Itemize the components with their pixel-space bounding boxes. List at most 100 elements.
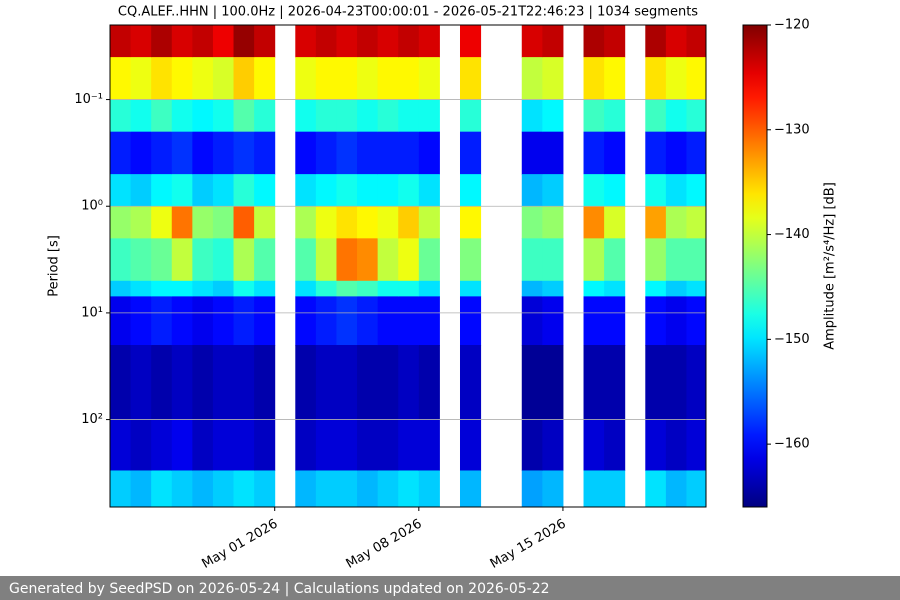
cell bbox=[110, 99, 132, 133]
cell bbox=[315, 174, 337, 207]
cell bbox=[418, 470, 440, 507]
cell bbox=[418, 280, 440, 297]
cell bbox=[459, 174, 482, 207]
cell bbox=[459, 99, 482, 133]
plot-frame bbox=[109, 24, 707, 508]
cell bbox=[542, 174, 564, 207]
cell bbox=[583, 99, 605, 133]
cell bbox=[212, 238, 235, 282]
cell bbox=[171, 174, 193, 207]
cell bbox=[398, 238, 420, 282]
cell bbox=[295, 280, 317, 297]
cell bbox=[521, 280, 543, 297]
colorbar-tick-label: −120 bbox=[774, 18, 810, 33]
cell bbox=[295, 174, 317, 207]
cell bbox=[604, 206, 626, 239]
cell bbox=[542, 99, 564, 133]
cell bbox=[665, 280, 687, 297]
cell bbox=[665, 238, 687, 282]
cell bbox=[315, 470, 337, 507]
cell bbox=[254, 238, 276, 282]
cell bbox=[645, 174, 667, 207]
cell bbox=[521, 238, 543, 282]
cell bbox=[377, 57, 399, 101]
cell bbox=[686, 99, 706, 133]
cell bbox=[336, 206, 358, 239]
cell bbox=[418, 57, 440, 101]
cell bbox=[686, 470, 706, 507]
cell bbox=[315, 99, 337, 133]
cell bbox=[233, 57, 255, 101]
cell bbox=[459, 419, 482, 471]
cell bbox=[151, 99, 173, 133]
cell bbox=[233, 206, 255, 239]
cell bbox=[604, 470, 626, 507]
footer-bar bbox=[0, 576, 900, 600]
cell bbox=[254, 25, 276, 58]
cell bbox=[192, 296, 214, 346]
cell bbox=[254, 296, 276, 346]
cell bbox=[645, 238, 667, 282]
cell bbox=[315, 238, 337, 282]
cell bbox=[336, 470, 358, 507]
cell bbox=[357, 206, 379, 239]
cell bbox=[151, 419, 173, 471]
cell bbox=[130, 280, 152, 297]
cell bbox=[295, 99, 317, 133]
cell bbox=[604, 296, 626, 346]
cell bbox=[233, 280, 255, 297]
cell bbox=[130, 206, 152, 239]
cell bbox=[315, 296, 337, 346]
cell bbox=[171, 470, 193, 507]
cell bbox=[357, 131, 379, 175]
cell bbox=[604, 99, 626, 133]
colorbar bbox=[742, 24, 768, 508]
cell bbox=[686, 25, 706, 58]
cell bbox=[192, 280, 214, 297]
cell bbox=[254, 419, 276, 471]
cell bbox=[645, 296, 667, 346]
cell bbox=[459, 57, 482, 101]
cell bbox=[151, 174, 173, 207]
cell bbox=[542, 470, 564, 507]
y-axis-label: Period [s] bbox=[47, 235, 62, 297]
cell bbox=[377, 25, 399, 58]
cell bbox=[686, 57, 706, 101]
cell bbox=[336, 99, 358, 133]
cell bbox=[521, 345, 543, 421]
cell bbox=[130, 99, 152, 133]
cell bbox=[212, 99, 235, 133]
cell bbox=[418, 174, 440, 207]
cell bbox=[645, 57, 667, 101]
cell bbox=[315, 419, 337, 471]
cell bbox=[665, 470, 687, 507]
cell bbox=[398, 25, 420, 58]
cell bbox=[336, 57, 358, 101]
cell bbox=[521, 131, 543, 175]
cell bbox=[110, 131, 132, 175]
cell bbox=[459, 345, 482, 421]
cell bbox=[418, 296, 440, 346]
cell bbox=[171, 206, 193, 239]
cell bbox=[542, 419, 564, 471]
cell bbox=[130, 25, 152, 58]
cell bbox=[212, 296, 235, 346]
cell bbox=[583, 419, 605, 471]
cell bbox=[583, 206, 605, 239]
cell bbox=[295, 25, 317, 58]
cell bbox=[233, 296, 255, 346]
cell bbox=[192, 131, 214, 175]
cell bbox=[357, 99, 379, 133]
cell bbox=[665, 174, 687, 207]
cell bbox=[233, 131, 255, 175]
cell bbox=[398, 280, 420, 297]
cell bbox=[315, 345, 337, 421]
cell bbox=[295, 238, 317, 282]
cell bbox=[418, 238, 440, 282]
cell bbox=[686, 345, 706, 421]
cell bbox=[110, 238, 132, 282]
cell bbox=[233, 25, 255, 58]
cell bbox=[151, 25, 173, 58]
cell bbox=[192, 99, 214, 133]
